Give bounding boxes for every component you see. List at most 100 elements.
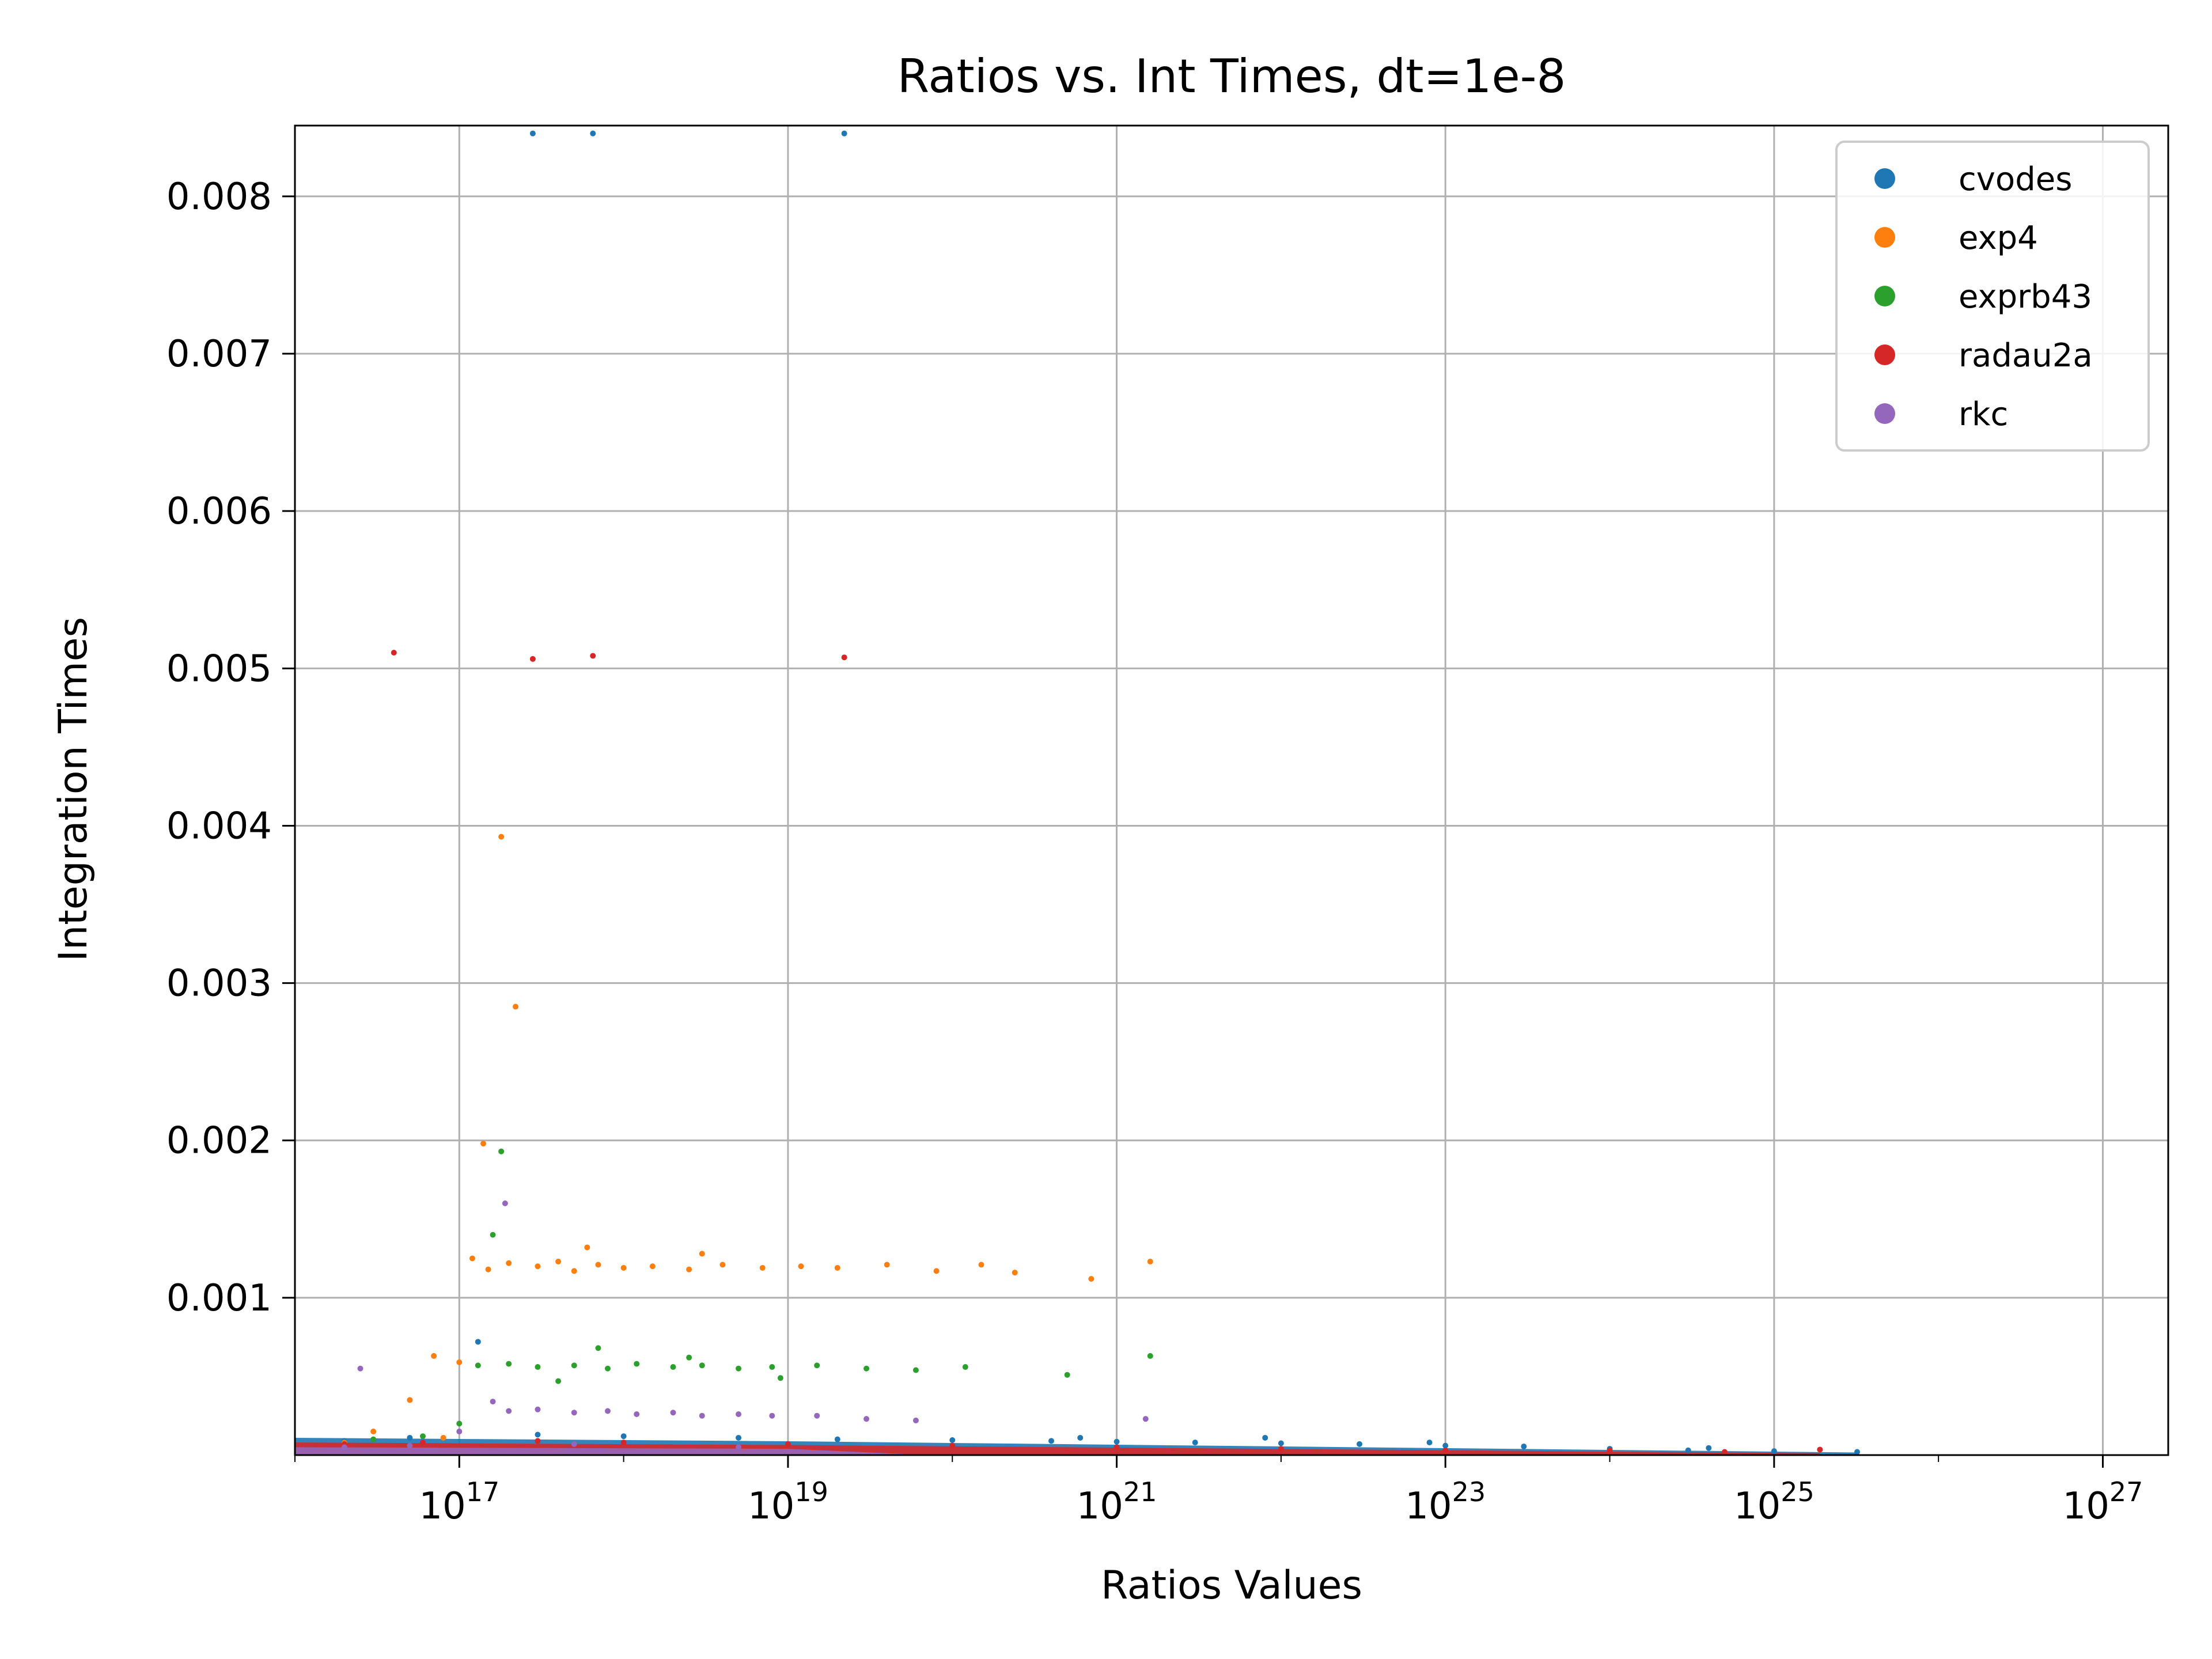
scatter-point-rkc	[502, 1200, 508, 1206]
scatter-point-exp4	[1088, 1276, 1094, 1282]
scatter-point-cvodes	[1521, 1443, 1527, 1449]
x-tick-label: 1017	[419, 1476, 499, 1528]
x-tick-base: 10	[748, 1485, 794, 1528]
scatter-point-rkc	[634, 1411, 640, 1417]
scatter-point-radau2a	[1113, 1444, 1120, 1450]
legend-label-exprb43: exprb43	[1959, 278, 2092, 316]
scatter-point-exprb43	[498, 1148, 505, 1154]
x-tick-label: 1025	[1734, 1476, 1815, 1528]
scatter-point-exp4	[480, 1141, 487, 1147]
scatter-point-exprb43	[490, 1232, 496, 1238]
plot-frame	[294, 124, 2169, 1456]
scatter-point-exprb43	[506, 1361, 512, 1367]
scatter-point-rkc	[670, 1410, 676, 1416]
scatter-point-cvodes	[1077, 1434, 1084, 1441]
scatter-point-exp4	[759, 1264, 766, 1271]
scatter-point-exprb43	[555, 1378, 562, 1384]
scatter-point-exp4	[506, 1260, 512, 1266]
scatter-point-exp4	[407, 1397, 413, 1403]
scatter-point-exprb43	[1147, 1353, 1153, 1359]
scatter-point-rkc	[863, 1416, 870, 1422]
legend-marker-exprb43	[1874, 286, 1895, 306]
scatter-point-cvodes	[1357, 1441, 1363, 1447]
scatter-point-exprb43	[962, 1364, 968, 1370]
scatter-point-exp4	[498, 834, 505, 840]
y-tick-label: 0.002	[166, 1120, 272, 1162]
scatter-point-cvodes	[1262, 1434, 1268, 1441]
scatter-point-cvodes	[834, 1436, 840, 1442]
scatter-point-exprb43	[456, 1421, 463, 1427]
scatter-point-rkc	[535, 1406, 541, 1412]
scatter-point-radau2a	[620, 1440, 627, 1446]
scatter-point-cvodes	[535, 1431, 541, 1438]
scatter-point-rkc	[699, 1412, 705, 1419]
scatter-point-exp4	[370, 1429, 377, 1435]
scatter-point-exprb43	[670, 1364, 676, 1370]
x-tick-exponent: 21	[1123, 1476, 1157, 1508]
scatter-point-cvodes	[1426, 1440, 1433, 1446]
scatter-point-rkc	[456, 1429, 463, 1435]
scatter-point-exprb43	[736, 1365, 742, 1372]
scatter-point-cvodes	[1771, 1448, 1777, 1455]
scatter-point-radau2a	[1278, 1446, 1284, 1452]
scatter-point-exprb43	[699, 1362, 705, 1369]
scatter-point-exp4	[686, 1266, 692, 1272]
scatter-point-cvodes	[1685, 1447, 1691, 1453]
y-tick-label: 0.005	[166, 647, 272, 690]
scatter-point-cvodes	[529, 130, 536, 137]
scatter-point-radau2a	[1607, 1447, 1613, 1453]
scatter-point-exp4	[884, 1262, 890, 1268]
legend-label-rkc: rkc	[1959, 396, 2008, 433]
scatter-point-exprb43	[634, 1361, 640, 1367]
x-tick-base: 10	[1734, 1485, 1781, 1528]
dense-point-band	[295, 1447, 903, 1455]
x-tick-base: 10	[1405, 1485, 1452, 1528]
scatter-point-exprb43	[604, 1365, 611, 1372]
scatter-point-exprb43	[686, 1354, 692, 1361]
x-tick-exponent: 17	[466, 1476, 500, 1508]
scatter-point-exp4	[798, 1263, 804, 1270]
scatter-point-radau2a	[529, 656, 536, 662]
x-tick-label: 1027	[2062, 1476, 2143, 1528]
scatter-point-exp4	[595, 1262, 601, 1268]
scatter-point-cvodes	[590, 130, 596, 137]
scatter-point-cvodes	[407, 1434, 413, 1441]
legend-label-cvodes: cvodes	[1959, 161, 2072, 198]
scatter-point-cvodes	[1442, 1442, 1449, 1449]
scatter-point-radau2a	[1817, 1446, 1823, 1453]
scatter-point-radau2a	[1721, 1449, 1728, 1455]
scatter-point-cvodes	[1278, 1440, 1284, 1446]
scatter-point-cvodes	[736, 1434, 742, 1441]
scatter-point-rkc	[769, 1412, 775, 1419]
y-tick-label: 0.006	[166, 490, 272, 533]
scatter-point-exprb43	[769, 1364, 775, 1370]
legend-items: cvodes exp4 exprb43 radau2a rkc	[1874, 161, 2093, 433]
scatter-point-radau2a	[841, 654, 847, 661]
x-tick-label: 1023	[1405, 1476, 1486, 1528]
y-tick-label: 0.003	[166, 963, 272, 1005]
scatter-point-exp4	[978, 1262, 984, 1268]
x-tick-base: 10	[1077, 1485, 1123, 1528]
scatter-point-exp4	[513, 1003, 519, 1010]
x-tick-label: 1021	[1077, 1476, 1157, 1528]
scatter-point-cvodes	[841, 130, 847, 137]
scatter-point-cvodes	[1854, 1449, 1860, 1455]
scatter-point-rkc	[506, 1408, 512, 1414]
x-tick-exponent: 27	[2109, 1476, 2143, 1508]
scatter-point-cvodes	[620, 1433, 627, 1440]
scatter-point-radau2a	[785, 1441, 791, 1447]
scatter-point-cvodes	[1192, 1440, 1198, 1446]
scatter-point-exp4	[933, 1268, 940, 1274]
chart-title: Ratios vs. Int Times, dt=1e-8	[897, 50, 1566, 103]
scatter-point-rkc	[604, 1408, 611, 1414]
scatter-point-rkc	[357, 1365, 363, 1372]
scatter-point-cvodes	[1048, 1438, 1055, 1444]
scatter-point-exp4	[699, 1251, 705, 1257]
scatter-point-exp4	[719, 1262, 726, 1268]
legend-label-exp4: exp4	[1959, 219, 2038, 257]
scatter-point-exprb43	[475, 1362, 481, 1369]
legend-marker-cvodes	[1874, 168, 1895, 189]
scatter-point-exp4	[834, 1264, 840, 1271]
axis-ticks: 1017 1019 1021 1023 1025 10270.0010.0020.0030…	[166, 176, 2143, 1528]
